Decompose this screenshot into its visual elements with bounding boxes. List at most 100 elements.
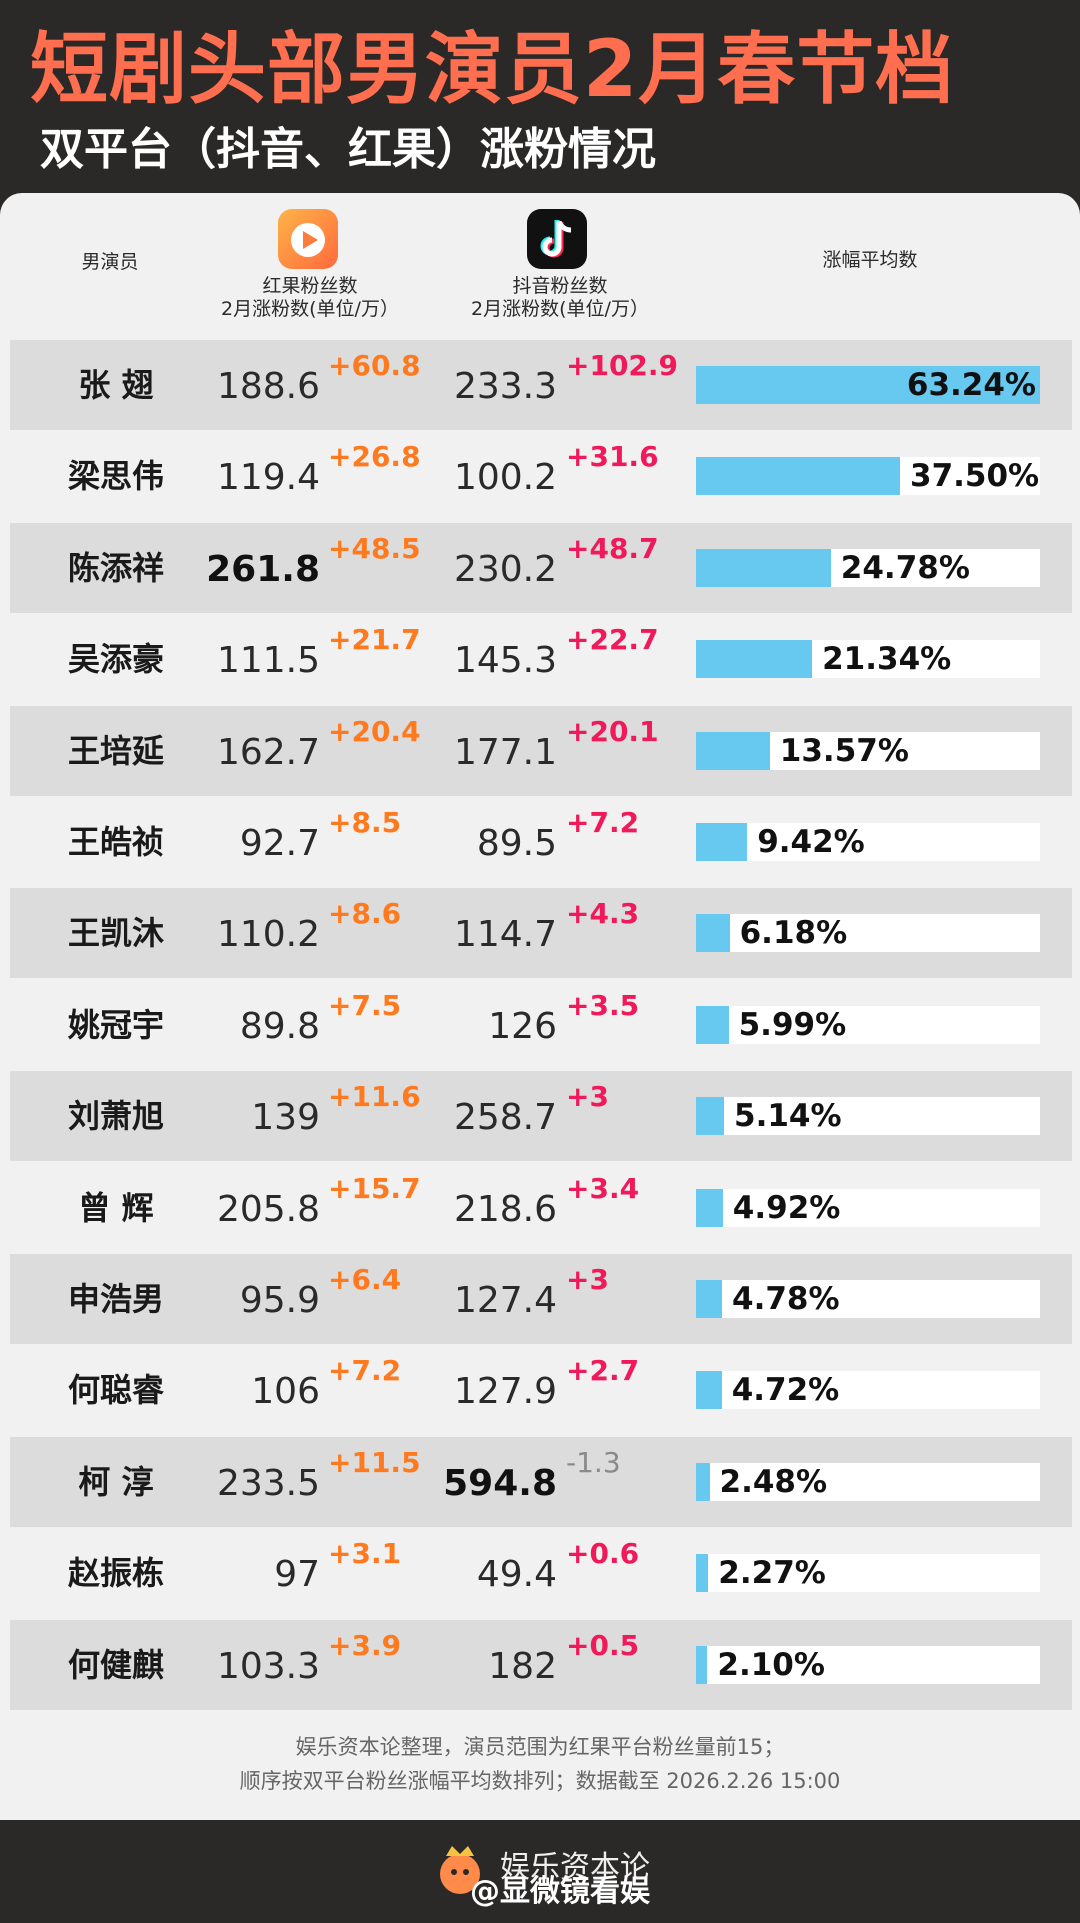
douyin-followers: 145.3 <box>453 640 557 681</box>
footnote-line2: 顺序按双平台粉丝涨幅平均数排列；数据截至 2026.2.26 15:00 <box>239 1769 841 1793</box>
avg-bar <box>696 914 730 952</box>
hongguo-gain: +11.6 <box>328 1080 421 1113</box>
actor-name: 吴添豪 <box>67 640 164 678</box>
douyin-gain: +3 <box>566 1263 609 1296</box>
header-douyin-line2: 2月涨粉数(单位/万） <box>471 298 649 320</box>
hongguo-followers: 139 <box>251 1097 320 1138</box>
avg-value-label: 2.10% <box>717 1647 825 1683</box>
actor-name: 陈添祥 <box>67 549 164 587</box>
avg-value-label: 2.48% <box>719 1464 828 1500</box>
douyin-followers: 127.9 <box>453 1371 557 1412</box>
avg-value-label: 6.18% <box>739 915 848 951</box>
douyin-followers: 100.2 <box>453 457 557 498</box>
douyin-followers: 233.3 <box>453 366 557 407</box>
avg-bar-track: 5.14% <box>696 1097 1040 1135</box>
avg-bar-track: 2.27% <box>696 1554 1040 1592</box>
avg-value-label: 63.24% <box>906 367 1036 403</box>
page-title: 短剧头部男演员2月春节档 <box>30 25 955 115</box>
avg-bar <box>696 549 831 587</box>
avg-bar-track: 24.78% <box>696 549 1040 587</box>
hongguo-gain: +11.5 <box>328 1446 421 1479</box>
table-row: 姚冠宇 89.8 +7.5 126 +3.5 5.99% <box>10 980 1072 1070</box>
actor-name: 张 翅 <box>78 366 154 404</box>
avg-bar <box>696 366 1040 404</box>
table-row: 王凯沐 110.2 +8.6 114.7 +4.3 6.18% <box>10 888 1072 978</box>
table-row: 王皓祯 92.7 +8.5 89.5 +7.2 9.42% <box>10 797 1072 887</box>
hongguo-followers: 261.8 <box>206 549 320 590</box>
douyin-gain: -1.3 <box>566 1446 621 1479</box>
hongguo-gain: +3.9 <box>328 1629 402 1662</box>
douyin-gain: +7.2 <box>566 806 640 839</box>
hongguo-gain: +3.1 <box>328 1537 402 1570</box>
brand-name: 娱乐资本论 <box>500 1850 650 1885</box>
table-row: 张 翅 188.6 +60.8 233.3 +102.9 63.24% <box>10 340 1072 430</box>
actor-name: 何聪睿 <box>67 1371 164 1409</box>
actor-name: 王凯沐 <box>67 914 164 952</box>
douyin-gain: +31.6 <box>566 440 659 473</box>
douyin-followers: 177.1 <box>453 732 557 773</box>
douyin-gain: +0.6 <box>566 1537 640 1570</box>
brand-handle: @显微镜看娱 <box>470 1874 650 1909</box>
douyin-gain: +3 <box>566 1080 609 1113</box>
table-row: 何健麒 103.3 +3.9 182 +0.5 2.10% <box>10 1620 1072 1710</box>
avg-bar <box>696 1371 722 1409</box>
header-hongguo-line1: 红果粉丝数 <box>262 275 358 297</box>
avg-bar-track: 5.99% <box>696 1006 1040 1044</box>
douyin-gain: +102.9 <box>566 349 679 382</box>
douyin-followers: 127.4 <box>453 1280 557 1321</box>
avg-value-label: 9.42% <box>757 824 865 860</box>
hongguo-gain: +26.8 <box>328 440 421 473</box>
table-row: 刘萧旭 139 +11.6 258.7 +3 5.14% <box>10 1071 1072 1161</box>
avg-value-label: 21.34% <box>822 641 952 677</box>
avg-bar-track: 37.50% <box>696 457 1040 495</box>
avg-value-label: 2.27% <box>718 1555 826 1591</box>
hongguo-followers: 106 <box>251 1371 320 1412</box>
header-hongguo-line2: 2月涨粉数(单位/万） <box>221 298 399 320</box>
avg-value-label: 5.99% <box>738 1007 847 1043</box>
table-row: 曾 辉 205.8 +15.7 218.6 +3.4 4.92% <box>10 1163 1072 1253</box>
hongguo-gain: +20.4 <box>328 715 421 748</box>
hongguo-gain: +7.5 <box>328 989 402 1022</box>
actor-name: 曾 辉 <box>78 1189 154 1227</box>
hongguo-followers: 95.9 <box>239 1280 320 1321</box>
avg-value-label: 4.78% <box>732 1281 840 1317</box>
hongguo-followers: 89.8 <box>239 1006 320 1047</box>
data-table-panel: 男演员 红果粉丝数 2月涨粉数(单位/万） 抖音粉丝数 2月涨粉数(单位/万） … <box>0 193 1080 1820</box>
header-actor: 男演员 <box>81 251 139 273</box>
avg-bar <box>696 1189 723 1227</box>
douyin-followers: 126 <box>488 1006 557 1047</box>
hongguo-followers: 162.7 <box>216 732 320 773</box>
hongguo-followers: 110.2 <box>216 914 320 955</box>
actor-name: 申浩男 <box>67 1280 164 1318</box>
avg-bar-track: 4.78% <box>696 1280 1040 1318</box>
hongguo-gain: +48.5 <box>328 532 421 565</box>
actor-name: 梁思伟 <box>67 457 164 495</box>
hongguo-followers: 111.5 <box>216 640 320 681</box>
avg-bar <box>696 640 813 678</box>
avg-bar-track: 63.24% <box>696 366 1040 404</box>
avg-bar <box>696 1463 710 1501</box>
avg-value-label: 5.14% <box>734 1098 842 1134</box>
brand-logo-icon <box>440 1846 480 1894</box>
douyin-followers: 89.5 <box>476 823 557 864</box>
page-subtitle: 双平台（抖音、红果）涨粉情况 <box>40 124 656 175</box>
avg-value-label: 13.57% <box>779 733 909 769</box>
douyin-gain: +3.5 <box>566 989 640 1022</box>
avg-bar-track: 4.92% <box>696 1189 1040 1227</box>
actor-name: 王皓祯 <box>67 823 164 861</box>
actor-name: 王培延 <box>67 732 164 770</box>
table-row: 陈添祥 261.8 +48.5 230.2 +48.7 24.78% <box>10 523 1072 613</box>
hongguo-gain: +21.7 <box>328 623 421 656</box>
hongguo-gain: +15.7 <box>328 1172 421 1205</box>
actor-name: 柯 淳 <box>78 1463 154 1501</box>
hongguo-gain: +8.6 <box>328 897 402 930</box>
hongguo-followers: 97 <box>274 1554 320 1595</box>
table-row: 何聪睿 106 +7.2 127.9 +2.7 4.72% <box>10 1345 1072 1435</box>
douyin-app-icon <box>527 209 587 269</box>
table-row: 王培延 162.7 +20.4 177.1 +20.1 13.57% <box>10 706 1072 796</box>
header-avg: 涨幅平均数 <box>822 249 918 271</box>
douyin-followers: 49.4 <box>476 1554 557 1595</box>
avg-bar <box>696 457 900 495</box>
hongguo-followers: 188.6 <box>216 366 320 407</box>
avg-value-label: 24.78% <box>840 550 970 586</box>
